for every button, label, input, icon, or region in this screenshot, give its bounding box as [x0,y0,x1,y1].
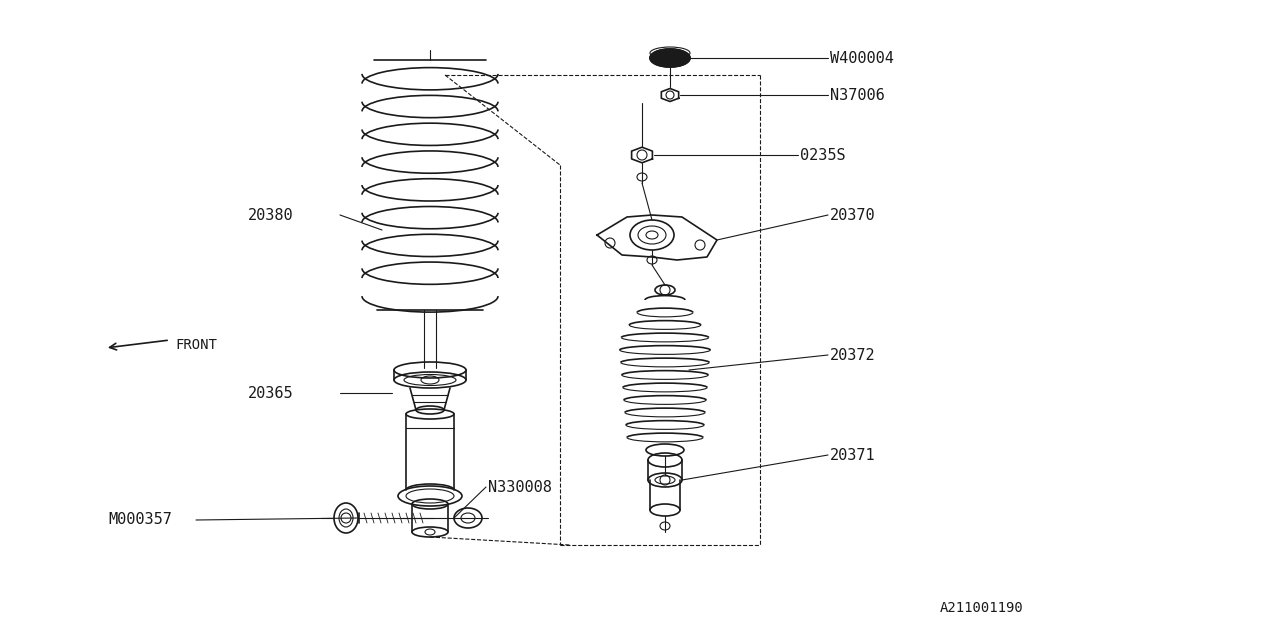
Text: M000357: M000357 [108,513,172,527]
Ellipse shape [650,49,690,67]
Text: W400004: W400004 [829,51,893,65]
Text: N330008: N330008 [488,479,552,495]
Text: A211001190: A211001190 [940,601,1024,615]
Text: 20370: 20370 [829,207,876,223]
Text: N37006: N37006 [829,88,884,102]
Text: 20371: 20371 [829,447,876,463]
Text: FRONT: FRONT [175,338,216,352]
Text: 20365: 20365 [248,385,293,401]
Text: 20372: 20372 [829,348,876,362]
Text: 20380: 20380 [248,207,293,223]
Text: 0235S: 0235S [800,147,846,163]
